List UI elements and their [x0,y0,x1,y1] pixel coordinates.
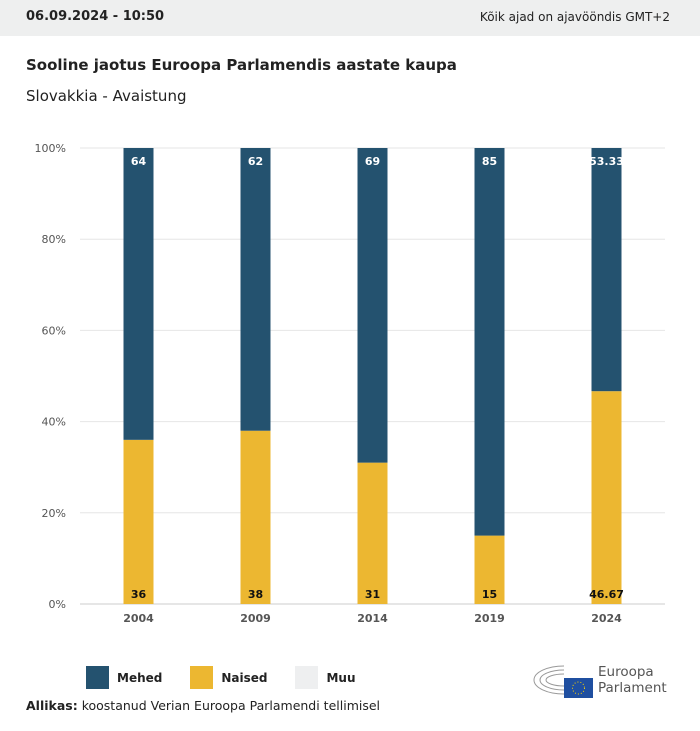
x-tick-label: 2009 [240,612,271,625]
legend-item-muu[interactable]: Muu [295,666,356,689]
x-tick-label: 2014 [357,612,388,625]
bar-chart: 0% 20% 40% 60% 80% 100% 36 64 2004 38 62 2009 31 69 20… [35,142,665,625]
bar-mehed [123,148,154,440]
bar-naised [591,391,622,604]
logo-line1: Euroopa [598,664,654,680]
chart-title: Sooline jaotus Euroopa Parlamendis aasta… [26,56,457,74]
bar-naised [357,462,388,604]
legend-swatch [86,666,109,689]
chart-subtitle: Slovakkia - Avaistung [26,87,187,105]
logo-line2: Parlament [598,680,667,696]
ep-logo: Euroopa Parlament [530,660,667,700]
x-tick-label: 2024 [591,612,622,625]
bar-mehed [357,148,388,463]
legend-label: Mehed [117,670,163,685]
source-text: koostanud Verian Euroopa Parlamendi tell… [81,698,381,713]
legend-swatch [295,666,319,689]
legend-label: Muu [326,670,356,685]
y-tick-label: 0% [49,598,66,611]
top-bar: 06.09.2024 - 10:50 Kõik ajad on ajavöönd… [0,0,700,36]
legend-item-mehed[interactable]: Mehed [86,666,162,689]
bar-naised [474,535,505,604]
y-tick-label: 20% [42,507,66,520]
data-label: 31 [365,588,380,601]
data-label: 62 [248,155,263,168]
legend-label: Naised [221,670,268,685]
y-tick-label: 40% [42,416,66,429]
date: 06.09.2024 - 10:50 [26,9,165,24]
legend-swatch [190,666,214,689]
data-label: 85 [482,155,497,168]
data-label: 69 [365,155,380,168]
bar-naised [123,439,154,604]
y-tick-label: 60% [42,324,66,337]
x-tick-label: 2019 [474,612,505,625]
parliament-logo-icon [533,665,593,698]
source-note: Allikas: koostanud Verian Euroopa Parlam… [26,698,380,713]
data-label: 36 [131,588,147,601]
data-label: 64 [131,155,147,168]
source-label: Allikas: [26,698,78,713]
timezone-note: Kõik ajad on ajavööndis GMT+2 [479,10,670,24]
x-tick-label: 2004 [123,612,154,625]
bar-mehed [591,148,622,392]
bar-naised [240,430,271,604]
legend: Mehed Naised Muu [86,666,384,689]
y-tick-label: 100% [35,142,66,155]
legend-item-naised[interactable]: Naised [190,666,267,689]
data-label: 46.67 [589,588,624,601]
bar-mehed [240,148,271,431]
y-tick-label: 80% [42,233,66,246]
data-label: 53.33 [589,155,624,168]
bar-mehed [474,148,505,536]
data-label: 15 [482,588,497,601]
data-label: 38 [248,588,263,601]
